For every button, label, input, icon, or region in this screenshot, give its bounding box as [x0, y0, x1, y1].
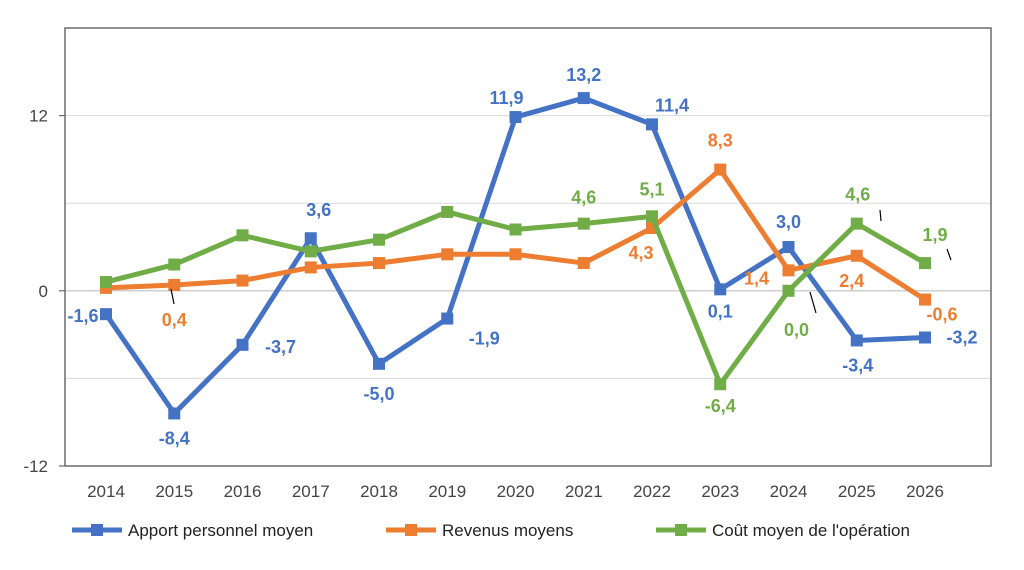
- data-point: [646, 118, 658, 131]
- x-tick-label: 2019: [428, 482, 466, 501]
- data-label: -0,6: [926, 305, 957, 325]
- legend-item: Coût moyen de l'opération: [656, 521, 910, 540]
- data-point: [304, 232, 317, 245]
- data-point: [782, 284, 795, 297]
- legend-item: Apport personnel moyen: [72, 521, 313, 540]
- leader-line: [170, 288, 175, 305]
- data-point: [373, 357, 385, 370]
- x-tick-label: 2021: [565, 482, 603, 501]
- data-point: [373, 257, 385, 270]
- x-tick-label: 2017: [292, 482, 330, 501]
- data-point: [304, 261, 317, 274]
- data-point: [168, 407, 181, 420]
- leader-line: [879, 209, 882, 222]
- data-label: -6,4: [705, 396, 736, 416]
- legend-label: Apport personnel moyen: [128, 521, 313, 540]
- data-label: 4,6: [571, 188, 596, 208]
- data-label: 4,3: [628, 243, 653, 263]
- y-tick-label: 12: [29, 107, 48, 126]
- data-point: [168, 278, 181, 291]
- data-point: [782, 264, 795, 277]
- data-point: [509, 111, 522, 124]
- data-label: 4,6: [845, 185, 870, 205]
- x-tick-label: 2022: [633, 482, 671, 501]
- x-tick-label: 2015: [155, 482, 193, 501]
- data-label: -1,9: [469, 329, 500, 349]
- data-label: 11,9: [489, 88, 523, 108]
- x-tick-label: 2024: [770, 482, 808, 501]
- data-point: [509, 248, 522, 261]
- legend-label: Coût moyen de l'opération: [712, 521, 910, 540]
- data-point: [441, 205, 454, 218]
- data-point: [441, 248, 454, 261]
- x-tick-label: 2018: [360, 482, 398, 501]
- x-tick-label: 2014: [87, 482, 125, 501]
- data-point: [850, 217, 863, 230]
- data-label: -3,2: [946, 328, 977, 348]
- data-point: [100, 276, 112, 289]
- data-label: -3,7: [265, 337, 296, 357]
- data-point: [236, 338, 249, 351]
- data-label: -3,4: [842, 355, 873, 375]
- data-point: [236, 274, 249, 287]
- data-point: [373, 233, 385, 246]
- data-label: 1,4: [744, 268, 769, 288]
- data-label: 2,4: [839, 271, 864, 291]
- legend-swatch-marker: [91, 524, 103, 536]
- x-tick-label: 2016: [224, 482, 262, 501]
- leader-line: [946, 248, 952, 261]
- data-point: [850, 249, 863, 262]
- legend-item: Revenus moyens: [386, 521, 573, 540]
- leader-line: [809, 291, 817, 314]
- data-point: [919, 331, 931, 344]
- data-point: [919, 257, 931, 270]
- data-label: 0,0: [784, 320, 809, 340]
- data-point: [304, 245, 317, 258]
- data-point: [577, 92, 590, 105]
- data-point: [441, 312, 454, 325]
- data-label: -8,4: [159, 428, 190, 448]
- x-tick-label: 2020: [497, 482, 535, 501]
- data-label: -5,0: [363, 384, 394, 404]
- data-label: -1,6: [67, 306, 98, 326]
- y-tick-label: 0: [39, 282, 48, 301]
- data-point: [646, 210, 658, 223]
- data-label: 13,2: [566, 65, 601, 85]
- data-point: [850, 334, 863, 347]
- plot-area: [64, 27, 992, 467]
- x-tick-label: 2026: [906, 482, 944, 501]
- data-label: 3,6: [306, 200, 331, 220]
- legend: Apport personnel moyen Revenus moyens Coût…: [72, 521, 910, 540]
- data-label: 11,4: [655, 95, 689, 115]
- data-point: [714, 378, 727, 391]
- data-point: [782, 241, 795, 253]
- data-point: [509, 223, 522, 236]
- x-tick-label: 2025: [838, 482, 876, 501]
- legend-label: Revenus moyens: [442, 521, 573, 540]
- data-label: 5,1: [639, 179, 664, 199]
- data-point: [236, 229, 249, 242]
- legend-swatch-marker: [675, 524, 687, 536]
- data-label: 8,3: [708, 131, 733, 151]
- data-label: 0,4: [162, 310, 187, 330]
- data-label: 0,1: [708, 301, 733, 321]
- y-tick-label: -12: [23, 457, 48, 476]
- data-point: [168, 258, 181, 271]
- data-point: [577, 217, 590, 230]
- legend-swatch-marker: [405, 524, 417, 536]
- x-tick-label: 2023: [701, 482, 739, 501]
- data-point: [577, 257, 590, 270]
- data-point: [714, 163, 727, 176]
- data-label: 1,9: [922, 225, 947, 245]
- data-point: [919, 293, 931, 306]
- data-label: 3,0: [776, 212, 801, 232]
- data-point: [714, 283, 727, 296]
- data-point: [100, 308, 112, 321]
